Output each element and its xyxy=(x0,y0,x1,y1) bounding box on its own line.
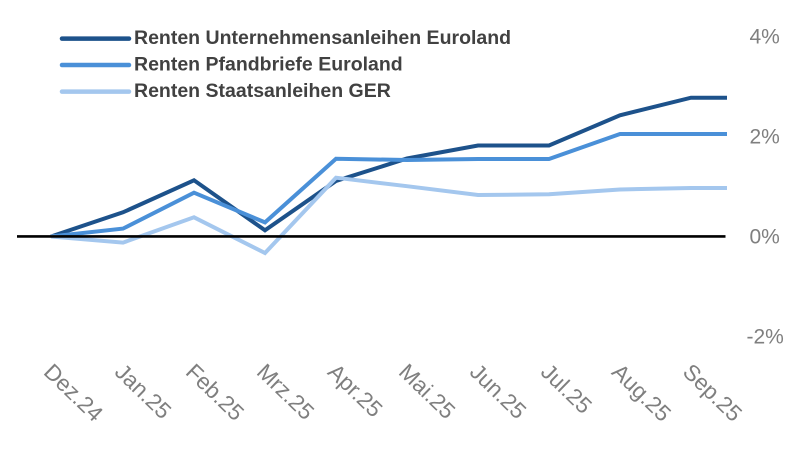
svg-text:4%: 4% xyxy=(750,26,780,49)
svg-text:Renten Unternehmensanleihen Eu: Renten Unternehmensanleihen Euroland xyxy=(134,27,511,49)
svg-text:0%: 0% xyxy=(750,226,780,249)
svg-text:2%: 2% xyxy=(750,126,780,149)
svg-text:Renten Pfandbriefe Euroland: Renten Pfandbriefe Euroland xyxy=(134,54,403,76)
svg-text:-2%: -2% xyxy=(747,326,784,349)
svg-text:Renten Staatsanleihen GER: Renten Staatsanleihen GER xyxy=(134,80,391,102)
